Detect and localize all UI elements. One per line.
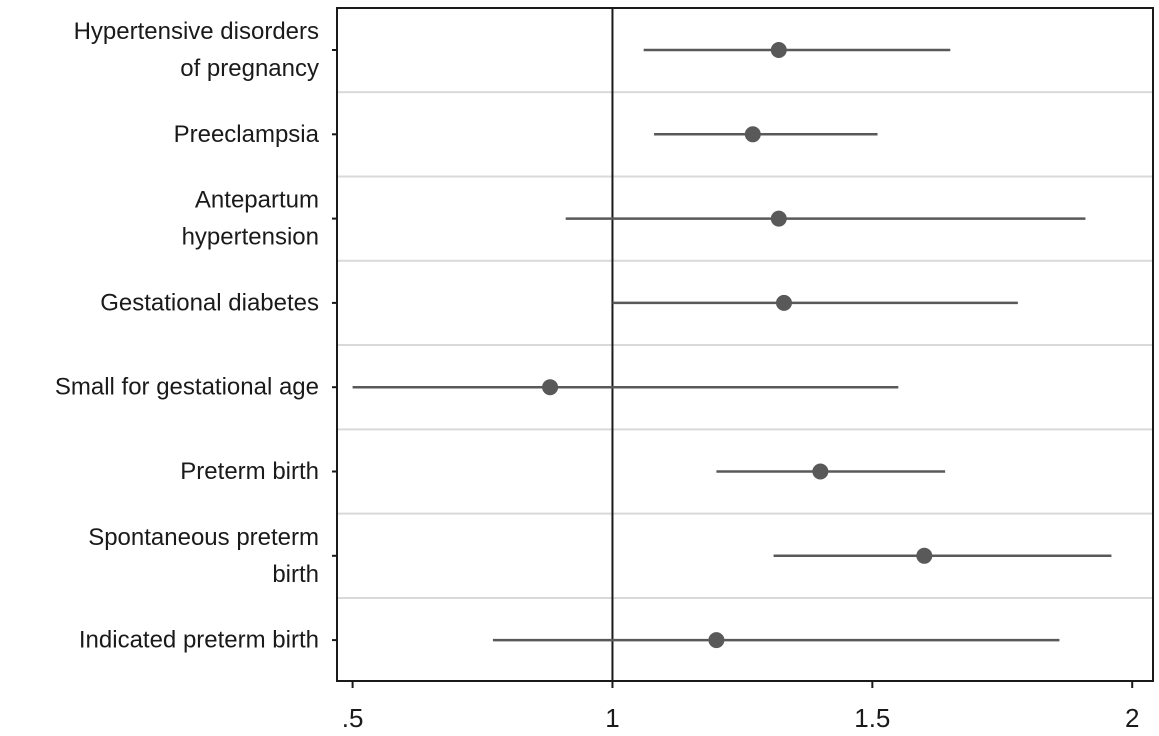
row-label: Antepartum <box>195 187 319 214</box>
point-estimate <box>770 42 787 58</box>
row-label: Preeclampsia <box>174 121 320 148</box>
x-tick-label: .5 <box>342 703 364 733</box>
row-label: hypertension <box>182 224 319 251</box>
x-tick-label: 1 <box>605 703 619 733</box>
point-estimate <box>708 632 725 649</box>
point-estimate <box>916 547 933 564</box>
x-tick-label: 1.5 <box>854 703 890 733</box>
point-estimate <box>542 379 559 396</box>
row-label: Small for gestational age <box>55 374 319 401</box>
point-estimate <box>812 463 829 480</box>
row-label: Gestational diabetes <box>100 289 319 316</box>
row-label: Spontaneous preterm <box>88 524 319 551</box>
plot-marks <box>352 42 1112 649</box>
x-axis: .5 1 1.5 2 <box>342 681 1139 733</box>
row-label: Preterm birth <box>180 458 319 485</box>
point-estimate <box>775 294 792 311</box>
point-estimate <box>770 210 787 227</box>
row-label: of pregnancy <box>180 55 319 82</box>
row-label: Hypertensive disorders <box>74 18 319 45</box>
row-separators <box>337 91 1153 599</box>
row-labels: Hypertensive disorders of pregnancy Preecl… <box>55 18 337 654</box>
row-label: birth <box>272 561 319 588</box>
x-tick-label: 2 <box>1125 703 1139 733</box>
point-estimate <box>744 126 761 143</box>
row-label: Indicated preterm birth <box>79 627 319 654</box>
plot-frame <box>336 7 1154 682</box>
